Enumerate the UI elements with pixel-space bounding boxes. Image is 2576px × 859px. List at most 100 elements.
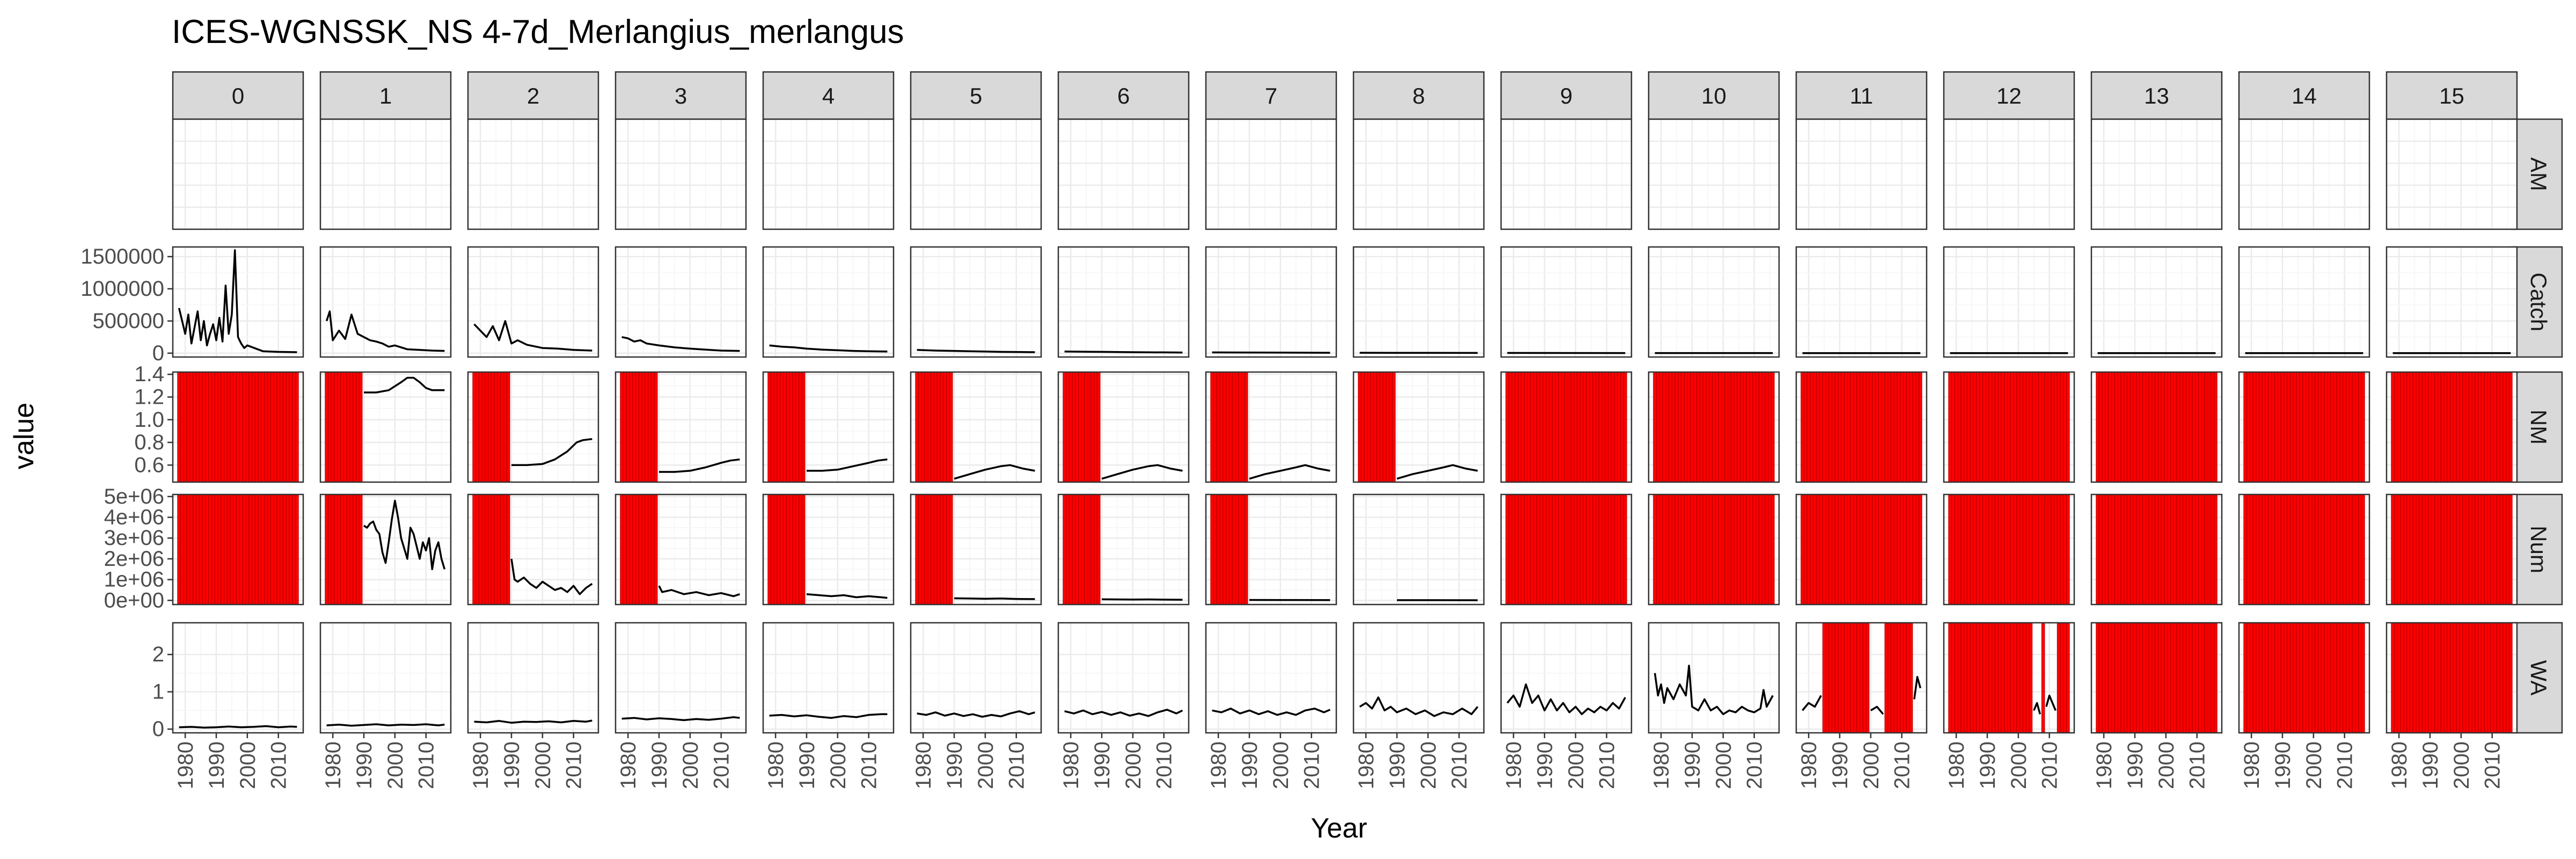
panel-background	[2239, 247, 2369, 357]
missing-data-bar	[1982, 372, 1986, 483]
missing-data-bar	[2114, 622, 2118, 733]
y-tick-label: 500000	[93, 309, 164, 333]
missing-data-bar	[2176, 494, 2180, 605]
missing-data-bar	[2509, 494, 2513, 605]
missing-data-bar	[2038, 372, 2042, 483]
missing-data-bar	[1960, 622, 1964, 733]
missing-data-bar	[2311, 494, 2316, 605]
missing-data-bar	[1970, 494, 1974, 605]
panel-border	[1500, 493, 1633, 606]
missing-data-bar	[2277, 622, 2281, 733]
missing-data-bar	[1709, 372, 1713, 483]
series-line	[1249, 464, 1330, 480]
panel-border	[1943, 622, 2075, 734]
missing-data-bar	[2007, 372, 2011, 483]
missing-data-bar	[1728, 494, 1731, 605]
strip-label: 5	[970, 83, 982, 108]
missing-data-bar	[1801, 494, 1804, 605]
y-tick-label: 4e+06	[104, 506, 164, 529]
missing-data-bar	[2145, 372, 2149, 483]
missing-data-bar	[1696, 494, 1700, 605]
missing-data-bar	[1700, 494, 1703, 605]
missing-data-bar	[2468, 494, 2472, 605]
missing-data-bar	[1967, 372, 1971, 483]
missing-data-bar	[1909, 494, 1913, 605]
missing-data-bar	[1825, 494, 1829, 605]
panel-background	[911, 623, 1041, 733]
panel-border	[762, 246, 895, 358]
missing-data-bar	[2315, 372, 2318, 483]
missing-data-bar	[2343, 622, 2346, 733]
x-tick-label: 2010	[710, 741, 734, 789]
strip-label: 10	[1701, 83, 1726, 108]
missing-data-bar	[1982, 494, 1986, 605]
missing-data-bar	[949, 494, 953, 605]
panel-nm-14	[2238, 371, 2370, 483]
missing-data-bar	[1693, 494, 1697, 605]
facet-strip-11: 11	[1795, 71, 1928, 120]
missing-data-bar	[924, 494, 928, 605]
missing-data-bar	[780, 494, 784, 605]
missing-data-bar	[2349, 494, 2353, 605]
y-tick-label: 1.4	[134, 362, 164, 386]
missing-data-bar	[1740, 372, 1744, 483]
x-axis-1: 1980 1990 2000 2010	[321, 733, 438, 789]
missing-data-bar	[2499, 622, 2504, 733]
missing-data-bar	[221, 372, 224, 483]
missing-data-bar	[1069, 372, 1073, 483]
missing-data-bar	[1957, 372, 1962, 483]
missing-data-bar	[2318, 372, 2322, 483]
missing-data-bar	[1765, 494, 1769, 605]
missing-data-bar	[2151, 372, 2155, 483]
missing-data-bar	[2462, 372, 2466, 483]
missing-data-bar	[2252, 494, 2257, 605]
x-tick-label: 1980	[2388, 741, 2411, 789]
missing-data-bar	[2330, 372, 2334, 483]
missing-data-bar	[1841, 494, 1845, 605]
missing-data-bar	[1075, 372, 1079, 483]
panel-border	[2385, 246, 2518, 358]
series-line	[1653, 665, 1774, 716]
missing-data-bar	[1229, 494, 1233, 605]
missing-data-bar	[346, 494, 350, 605]
strip-box	[614, 71, 747, 120]
missing-data-bar	[1810, 494, 1814, 605]
missing-data-bar	[1574, 494, 1578, 605]
x-tick-label: 1990	[1386, 741, 1409, 789]
missing-data-bar	[2394, 622, 2398, 733]
missing-data-bar	[2440, 494, 2445, 605]
missing-data-bar	[1771, 494, 1775, 605]
missing-data-bar	[635, 494, 639, 605]
missing-data-bar	[2274, 372, 2278, 483]
missing-data-bar	[2127, 622, 2131, 733]
missing-data-bar	[2004, 494, 2008, 605]
missing-data-bar	[488, 372, 492, 483]
panel-border	[1795, 118, 1928, 230]
missing-data-bar	[2161, 372, 2165, 483]
missing-data-bar	[2102, 494, 2106, 605]
missing-data-bar	[2120, 622, 2125, 733]
missing-data-bar	[1066, 494, 1070, 605]
missing-data-bar	[2336, 622, 2340, 733]
missing-data-bar	[1223, 494, 1226, 605]
missing-data-bar	[1684, 494, 1688, 605]
missing-data-bar	[1216, 372, 1220, 483]
missing-data-bar	[1696, 372, 1700, 483]
missing-data-bar	[1389, 372, 1393, 483]
x-tick-label: 1990	[795, 741, 819, 789]
x-axis-6: 1980 1990 2000 2010	[1059, 733, 1176, 789]
facet-strip-7: 7	[1205, 71, 1337, 120]
y-axis-wa: 0 1 2	[152, 643, 173, 741]
panel-border	[1500, 246, 1633, 358]
missing-data-bar	[949, 372, 953, 483]
panel-am-8	[1352, 118, 1485, 230]
panel-catch-1	[319, 246, 452, 358]
panel-background	[1944, 247, 2074, 357]
missing-data-bar	[2299, 372, 2303, 483]
missing-data-bar	[1881, 494, 1885, 605]
missing-data-bar	[1743, 494, 1747, 605]
missing-data-bar	[2302, 622, 2306, 733]
missing-data-bar	[2105, 622, 2109, 733]
x-tick-label: 1980	[469, 741, 493, 789]
missing-data-bar	[2271, 494, 2275, 605]
